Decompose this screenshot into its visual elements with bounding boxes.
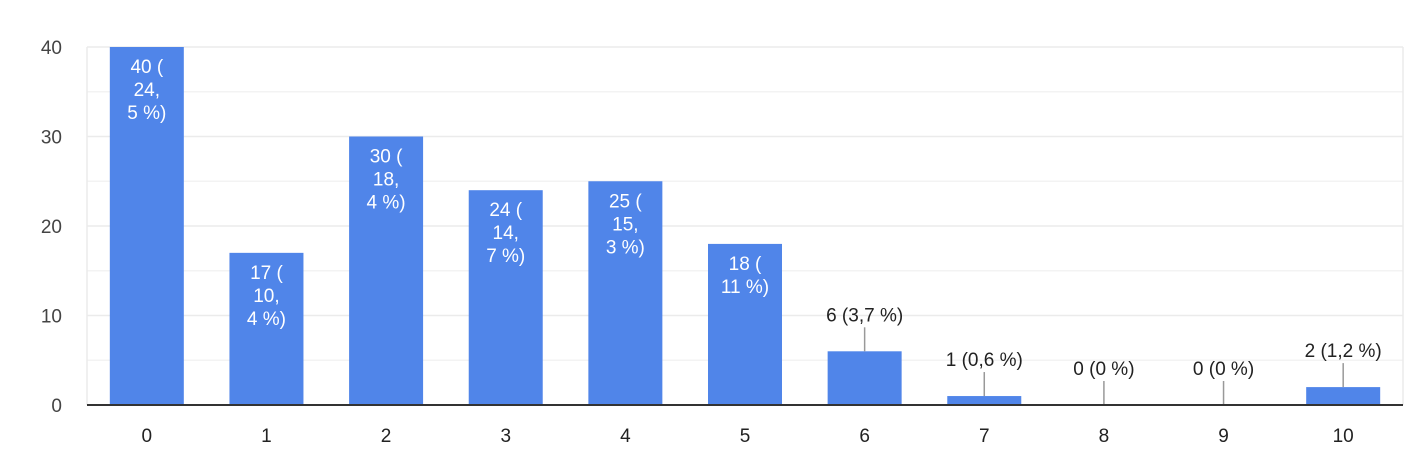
x-tick-label: 10 — [1333, 426, 1354, 447]
x-tick-label: 1 — [261, 426, 272, 447]
data-label: 6 (3,7 %) — [826, 305, 903, 326]
x-tick-label: 9 — [1218, 426, 1229, 447]
x-tick-label: 6 — [859, 426, 870, 447]
data-label: 25 ( — [609, 191, 642, 212]
x-tick-label: 8 — [1099, 426, 1110, 447]
data-label: 4 %) — [367, 193, 406, 214]
data-label: 18, — [373, 170, 399, 191]
data-label: 15, — [612, 214, 638, 235]
bar — [349, 136, 424, 405]
bar — [588, 181, 663, 405]
data-label: 2 (1,2 %) — [1305, 341, 1382, 362]
bar — [827, 351, 902, 405]
data-label: 11 %) — [721, 277, 769, 298]
x-tick-label: 0 — [142, 426, 153, 447]
data-label: 40 ( — [130, 57, 163, 78]
data-label: 5 %) — [127, 103, 166, 124]
data-label: 14, — [493, 223, 519, 244]
data-label: 1 (0,6 %) — [946, 350, 1023, 371]
data-label: 30 ( — [370, 147, 403, 168]
data-label: 4 %) — [247, 309, 286, 330]
y-tick-label: 0 — [51, 396, 62, 417]
data-label: 0 (0 %) — [1073, 359, 1134, 380]
bar — [1306, 387, 1381, 405]
x-tick-label: 7 — [979, 426, 990, 447]
y-tick-label: 10 — [41, 307, 62, 328]
data-label: 7 %) — [486, 246, 525, 267]
y-tick-label: 20 — [41, 217, 62, 238]
bar — [109, 47, 184, 405]
data-label: 10, — [253, 286, 279, 307]
data-label: 0 (0 %) — [1193, 359, 1254, 380]
bar — [947, 396, 1022, 405]
x-tick-label: 3 — [500, 426, 511, 447]
y-tick-label: 40 — [41, 38, 62, 59]
bar — [468, 190, 543, 405]
data-label: 3 %) — [606, 237, 645, 258]
data-label: 17 ( — [250, 263, 283, 284]
y-tick-label: 30 — [41, 128, 62, 149]
x-tick-label: 2 — [381, 426, 392, 447]
x-tick-label: 4 — [620, 426, 631, 447]
bar — [229, 252, 304, 405]
data-label: 18 ( — [729, 254, 762, 275]
bar — [708, 243, 782, 405]
data-label: 24, — [134, 80, 160, 101]
data-label: 24 ( — [489, 200, 522, 221]
x-tick-label: 5 — [740, 426, 751, 447]
